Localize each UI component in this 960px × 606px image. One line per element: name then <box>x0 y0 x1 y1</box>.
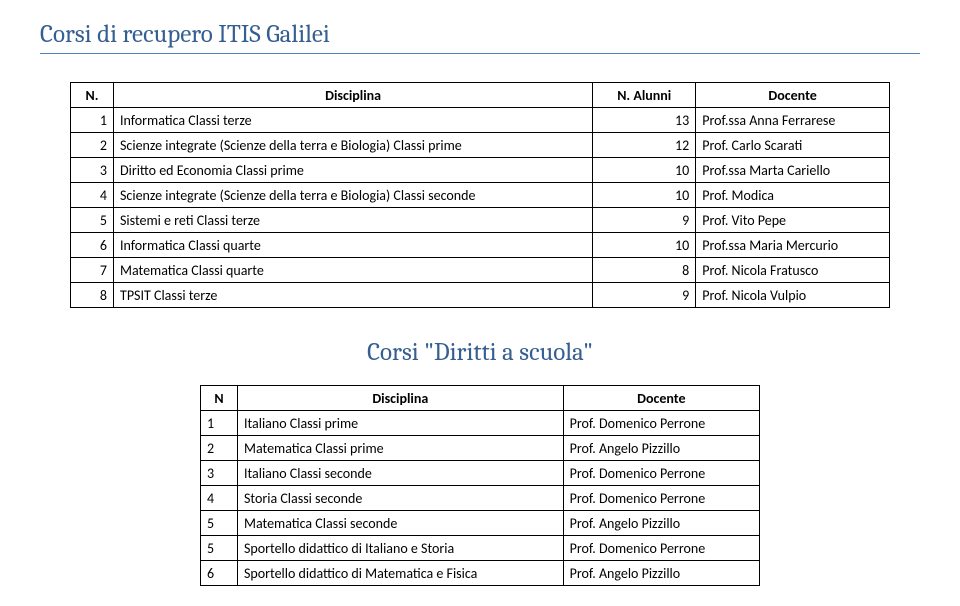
col-alunni-header: N. Alunni <box>593 83 696 108</box>
cell-n: 7 <box>71 258 114 283</box>
cell-n: 8 <box>71 283 114 308</box>
cell-n: 5 <box>201 511 238 536</box>
cell-alunni: 13 <box>593 108 696 133</box>
cell-disciplina: Scienze integrate (Scienze della terra e… <box>114 133 593 158</box>
cell-n: 2 <box>71 133 114 158</box>
cell-disciplina: Matematica Classi seconde <box>238 511 564 536</box>
cell-docente: Prof. Domenico Perrone <box>563 536 759 561</box>
cell-disciplina: Sportello didattico di Matematica e Fisi… <box>238 561 564 586</box>
cell-n: 6 <box>71 233 114 258</box>
col-n-header: N <box>201 386 238 411</box>
cell-alunni: 12 <box>593 133 696 158</box>
cell-docente: Prof. Domenico Perrone <box>563 411 759 436</box>
cell-disciplina: Diritto ed Economia Classi prime <box>114 158 593 183</box>
col-disciplina-header: Disciplina <box>114 83 593 108</box>
cell-docente: Prof. Angelo Pizzillo <box>563 511 759 536</box>
cell-docente: Prof.ssa Anna Ferrarese <box>696 108 890 133</box>
table-row: 5Sportello didattico di Italiano e Stori… <box>201 536 760 561</box>
table-row: 2Scienze integrate (Scienze della terra … <box>71 133 890 158</box>
table-row: 4Scienze integrate (Scienze della terra … <box>71 183 890 208</box>
cell-docente: Prof. Angelo Pizzillo <box>563 561 759 586</box>
cell-disciplina: Sistemi e reti Classi terze <box>114 208 593 233</box>
table-row: 5Sistemi e reti Classi terze9Prof. Vito … <box>71 208 890 233</box>
table-row: 4Storia Classi secondeProf. Domenico Per… <box>201 486 760 511</box>
table-header-row: N. Disciplina N. Alunni Docente <box>71 83 890 108</box>
cell-disciplina: Informatica Classi quarte <box>114 233 593 258</box>
cell-alunni: 10 <box>593 183 696 208</box>
table-row: 3Italiano Classi secondeProf. Domenico P… <box>201 461 760 486</box>
table-row: 1Informatica Classi terze13Prof.ssa Anna… <box>71 108 890 133</box>
cell-n: 1 <box>71 108 114 133</box>
table-row: 1Italiano Classi primeProf. Domenico Per… <box>201 411 760 436</box>
table-row: 6Sportello didattico di Matematica e Fis… <box>201 561 760 586</box>
cell-disciplina: Italiano Classi seconde <box>238 461 564 486</box>
cell-docente: Prof. Angelo Pizzillo <box>563 436 759 461</box>
courses-table: N. Disciplina N. Alunni Docente 1Informa… <box>70 82 890 308</box>
cell-docente: Prof.ssa Marta Cariello <box>696 158 890 183</box>
cell-n: 3 <box>71 158 114 183</box>
table-row: 5Matematica Classi secondeProf. Angelo P… <box>201 511 760 536</box>
cell-n: 6 <box>201 561 238 586</box>
cell-alunni: 10 <box>593 233 696 258</box>
cell-docente: Prof. Nicola Vulpio <box>696 283 890 308</box>
cell-n: 5 <box>71 208 114 233</box>
cell-disciplina: TPSIT Classi terze <box>114 283 593 308</box>
table-header-row: N Disciplina Docente <box>201 386 760 411</box>
cell-disciplina: Matematica Classi prime <box>238 436 564 461</box>
cell-n: 4 <box>71 183 114 208</box>
table-row: 6Informatica Classi quarte10Prof.ssa Mar… <box>71 233 890 258</box>
cell-alunni: 10 <box>593 158 696 183</box>
cell-disciplina: Italiano Classi prime <box>238 411 564 436</box>
col-docente-header: Docente <box>696 83 890 108</box>
cell-docente: Prof. Nicola Fratusco <box>696 258 890 283</box>
col-n-header: N. <box>71 83 114 108</box>
diritti-table: N Disciplina Docente 1Italiano Classi pr… <box>200 385 760 586</box>
cell-alunni: 9 <box>593 208 696 233</box>
cell-docente: Prof. Vito Pepe <box>696 208 890 233</box>
cell-docente: Prof. Domenico Perrone <box>563 461 759 486</box>
cell-docente: Prof.ssa Maria Mercurio <box>696 233 890 258</box>
cell-disciplina: Scienze integrate (Scienze della terra e… <box>114 183 593 208</box>
cell-n: 3 <box>201 461 238 486</box>
table-row: 3Diritto ed Economia Classi prime10Prof.… <box>71 158 890 183</box>
cell-disciplina: Storia Classi seconde <box>238 486 564 511</box>
cell-disciplina: Sportello didattico di Italiano e Storia <box>238 536 564 561</box>
title-underline <box>40 53 920 54</box>
cell-disciplina: Informatica Classi terze <box>114 108 593 133</box>
cell-n: 5 <box>201 536 238 561</box>
cell-n: 2 <box>201 436 238 461</box>
table-row: 7Matematica Classi quarte8Prof. Nicola F… <box>71 258 890 283</box>
cell-alunni: 9 <box>593 283 696 308</box>
cell-docente: Prof. Carlo Scarati <box>696 133 890 158</box>
cell-disciplina: Matematica Classi quarte <box>114 258 593 283</box>
section-title: Corsi "Diritti a scuola" <box>40 338 920 367</box>
col-disciplina-header: Disciplina <box>238 386 564 411</box>
col-docente-header: Docente <box>563 386 759 411</box>
cell-docente: Prof. Domenico Perrone <box>563 486 759 511</box>
page-title: Corsi di recupero ITIS Galilei <box>40 20 920 49</box>
cell-alunni: 8 <box>593 258 696 283</box>
table-row: 8TPSIT Classi terze9Prof. Nicola Vulpio <box>71 283 890 308</box>
cell-docente: Prof. Modica <box>696 183 890 208</box>
cell-n: 1 <box>201 411 238 436</box>
table-row: 2Matematica Classi primeProf. Angelo Piz… <box>201 436 760 461</box>
cell-n: 4 <box>201 486 238 511</box>
